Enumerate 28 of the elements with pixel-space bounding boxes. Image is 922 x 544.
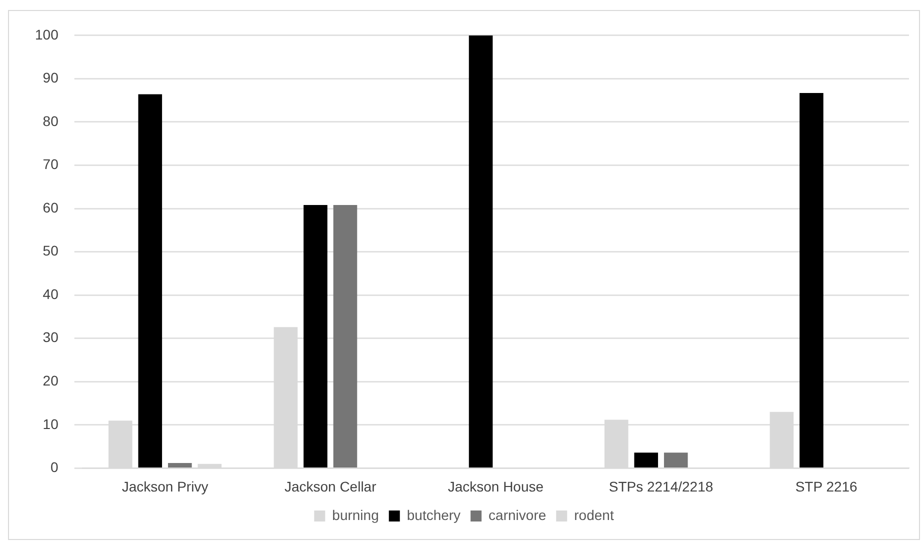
bar	[468, 35, 493, 468]
x-tick-label: Jackson Cellar	[284, 478, 377, 494]
y-tick-label: 0	[50, 459, 59, 476]
x-tick-label: Jackson Privy	[122, 478, 208, 494]
x-tick-label: STP 2216	[795, 478, 858, 494]
x-tick-label: STPs 2214/2218	[608, 478, 714, 494]
bar	[664, 452, 688, 468]
y-tick-label: 100	[35, 26, 59, 42]
bar	[168, 463, 192, 468]
legend-label: burning	[332, 506, 379, 523]
bar	[138, 94, 162, 468]
y-tick-label: 10	[42, 416, 59, 432]
y-tick-label: 30	[42, 329, 59, 346]
legend-label: butchery	[406, 506, 461, 523]
x-tick-label: Jackson House	[448, 478, 544, 494]
bar	[800, 92, 824, 468]
bar	[304, 205, 328, 468]
legend-label: rodent	[574, 506, 614, 523]
bar	[634, 452, 658, 468]
y-tick-label: 40	[42, 286, 59, 302]
y-tick-label: 60	[42, 199, 59, 216]
bar	[333, 205, 358, 468]
y-tick-label: 50	[42, 242, 59, 259]
y-tick-label: 20	[42, 372, 59, 388]
y-tick-label: 70	[42, 156, 59, 172]
y-tick-label: 80	[42, 112, 59, 129]
legend-label: carnivore	[488, 506, 546, 523]
y-tick-label: 90	[42, 70, 59, 86]
